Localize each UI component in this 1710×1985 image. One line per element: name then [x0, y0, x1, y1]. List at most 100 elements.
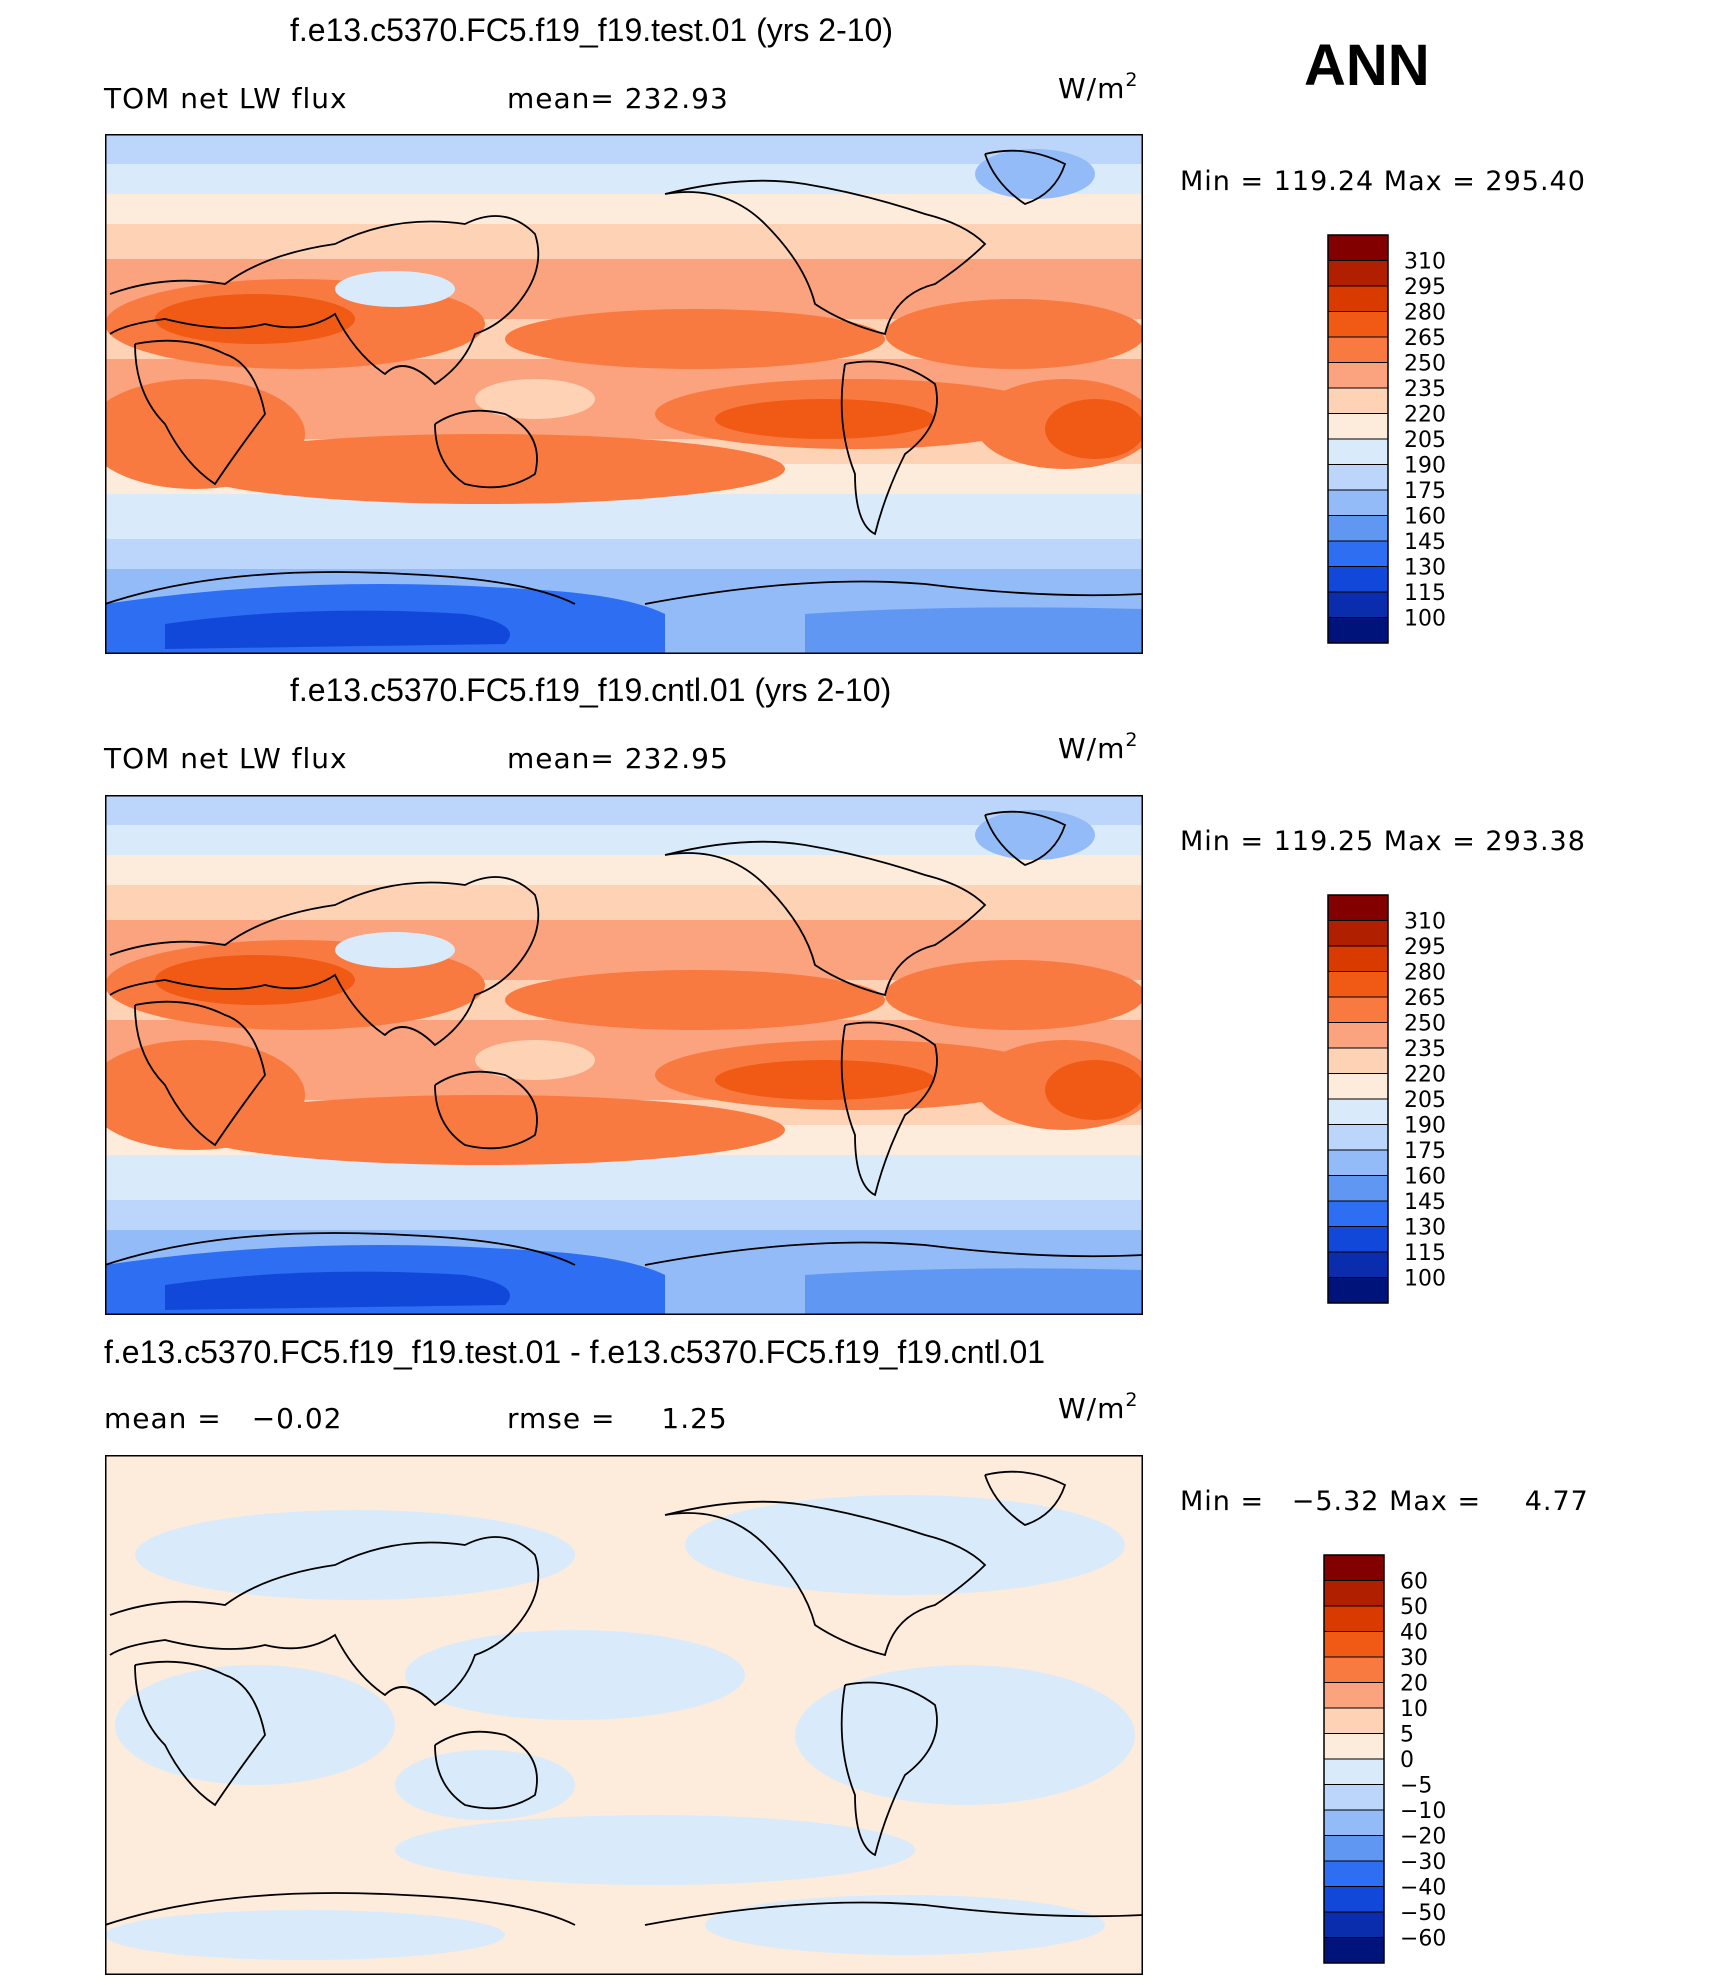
colorbar-swatch — [1323, 1911, 1385, 1938]
colorbar-swatch — [1327, 1149, 1389, 1176]
mean-label: mean= — [507, 742, 615, 775]
colorbar-swatch — [1327, 945, 1389, 972]
map-plot — [105, 1455, 1143, 1975]
warm-patch — [505, 309, 885, 369]
polar-band-north — [105, 134, 1143, 164]
min-label: Min = — [1180, 166, 1265, 197]
colorbar-tick-label: 115 — [1404, 581, 1446, 606]
colorbar-tick-label: 265 — [1404, 986, 1446, 1011]
colorbar-tick-label: 100 — [1404, 607, 1446, 632]
colorbar-swatch — [1327, 591, 1389, 618]
colorbar-swatch — [1323, 1835, 1385, 1862]
colorbar-swatch — [1323, 1784, 1385, 1811]
colorbar-swatch — [1327, 1047, 1389, 1074]
colorbar-swatch — [1327, 1124, 1389, 1151]
colorbar-tick-label: −5 — [1400, 1774, 1432, 1799]
map-field — [105, 1455, 1143, 1975]
min-label: Min = — [1180, 1486, 1265, 1517]
panel-title: f.e13.c5370.FC5.f19_f19.test.01 - f.e13.… — [104, 1334, 1046, 1370]
warm-patch — [1045, 1060, 1143, 1120]
warm-patch — [185, 434, 785, 504]
colorbar-tick-label: −50 — [1400, 1901, 1446, 1926]
antarctic-field — [805, 607, 1143, 654]
max-label: Max = — [1383, 166, 1476, 197]
colorbar-swatch — [1323, 1886, 1385, 1913]
colorbar-swatch — [1323, 1707, 1385, 1734]
antarctica-coast — [105, 571, 1143, 605]
season-label: ANN — [1304, 33, 1430, 98]
colorbar-tick-label: 205 — [1404, 428, 1446, 453]
band — [105, 494, 1143, 539]
colorbar-tick-label: 5 — [1400, 1723, 1414, 1748]
colorbar-tick-label: 130 — [1404, 556, 1446, 581]
band — [105, 825, 1143, 855]
band — [105, 855, 1143, 885]
warm-patch — [885, 299, 1143, 369]
units-label: W/m2 — [1058, 69, 1139, 106]
band — [105, 885, 1143, 920]
mean-value: −0.02 — [251, 1402, 343, 1435]
antarctica-coast — [105, 1232, 1143, 1266]
colorbar-swatch — [1323, 1860, 1385, 1887]
cool-patch — [335, 271, 455, 307]
colorbar-swatch — [1323, 1580, 1385, 1607]
south-america-coast — [840, 1021, 938, 1197]
colorbar-tick-label: 250 — [1404, 352, 1446, 377]
north-america-coast — [664, 1500, 987, 1657]
colorbar-tick-label: 30 — [1400, 1646, 1428, 1671]
africa-coast — [134, 339, 266, 486]
min-value: 119.25 — [1273, 826, 1375, 857]
colorbar-tick-label: 310 — [1404, 250, 1446, 275]
colorbar-swatch — [1323, 1554, 1385, 1581]
map-plot — [105, 795, 1143, 1315]
colorbar-tick-label: 175 — [1404, 1139, 1446, 1164]
colorbar-swatch — [1327, 438, 1389, 465]
cool-patch — [395, 1815, 915, 1885]
cool-patch — [795, 1665, 1135, 1805]
panel-title: f.e13.c5370.FC5.f19_f19.test.01 (yrs 2-1… — [290, 12, 893, 48]
coastlines — [105, 1470, 1143, 1926]
greenland-coast — [984, 149, 1067, 205]
colorbar-swatch — [1327, 540, 1389, 567]
mean-label: mean = — [104, 1402, 222, 1435]
warm-patch — [715, 1060, 935, 1100]
colorbar-swatch — [1323, 1656, 1385, 1683]
warm-patch — [1045, 399, 1143, 459]
colorbar-swatch — [1327, 285, 1389, 312]
colorbar-tick-label: 310 — [1404, 910, 1446, 935]
warm-patch — [155, 955, 355, 1005]
colorbar-swatch — [1327, 464, 1389, 491]
colorbar-tick-label: 205 — [1404, 1088, 1446, 1113]
min-max-readout: Min = −5.32 Max = 4.77 — [1180, 1486, 1589, 1517]
band — [105, 539, 1143, 569]
band — [105, 224, 1143, 259]
colorbar-swatch — [1323, 1605, 1385, 1632]
units-label: W/m2 — [1058, 1389, 1139, 1426]
colorbar-frame — [1327, 894, 1389, 1304]
colorbar-tick-label: −40 — [1400, 1876, 1446, 1901]
colorbar-swatch — [1327, 260, 1389, 287]
mean-value: 232.95 — [624, 742, 729, 775]
colorbar-tick-label: 60 — [1400, 1570, 1428, 1595]
colorbar-tick-label: 235 — [1404, 1037, 1446, 1062]
mean-stat: mean= 232.93 — [507, 82, 729, 115]
warm-patch — [155, 294, 355, 344]
warm-patch — [885, 960, 1143, 1030]
colorbar-tick-label: 295 — [1404, 275, 1446, 300]
cool-patch — [475, 1040, 595, 1080]
min-max-readout: Min = 119.24 Max = 295.40 — [1180, 166, 1586, 197]
colorbar-swatch — [1327, 1200, 1389, 1227]
colorbar-tick-label: 100 — [1404, 1267, 1446, 1292]
polar-band-north — [105, 795, 1143, 825]
mean-stat: mean= 232.95 — [507, 742, 729, 775]
rmse-value: 1.25 — [661, 1402, 728, 1435]
colorbar-swatch — [1327, 515, 1389, 542]
colorbar-tick-label: 220 — [1404, 1063, 1446, 1088]
colorbar-tick-label: 115 — [1404, 1241, 1446, 1266]
warm-patch — [505, 970, 885, 1030]
warm-patch — [665, 1595, 825, 1635]
colorbar-swatch — [1327, 566, 1389, 593]
min-label: Min = — [1180, 826, 1265, 857]
colorbar-frame — [1323, 1554, 1385, 1964]
